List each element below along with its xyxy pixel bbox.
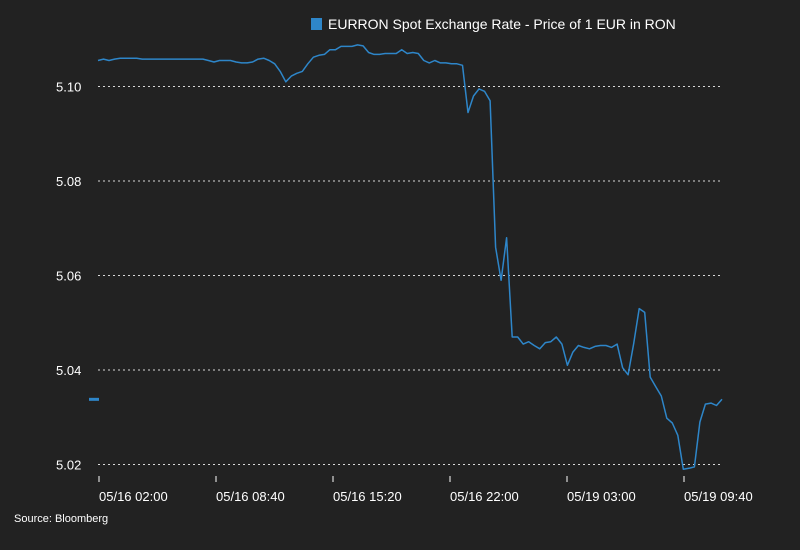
y-tick-label: 5.08: [56, 174, 81, 189]
y-tick-label: 5.04: [56, 363, 81, 378]
legend-swatch: [311, 18, 322, 30]
x-tick-label: 05/16 02:00: [99, 489, 168, 504]
x-tick-label: 05/16 08:40: [216, 489, 285, 504]
legend: EURRON Spot Exchange Rate - Price of 1 E…: [311, 16, 676, 32]
x-tick-label: 05/16 15:20: [333, 489, 402, 504]
legend-label: EURRON Spot Exchange Rate - Price of 1 E…: [328, 16, 676, 32]
x-tick-label: 05/16 22:00: [450, 489, 519, 504]
series-line: [97, 44, 723, 471]
y-tick-label: 5.06: [56, 269, 81, 284]
x-tick-label: 05/19 09:40: [684, 489, 753, 504]
gridlines: [98, 86, 722, 466]
x-tick-label: 05/19 03:00: [567, 489, 636, 504]
y-tick-label: 5.10: [56, 80, 81, 95]
x-axis: 05/16 02:00 05/16 08:40 05/16 15:20 05/16 2…: [98, 476, 753, 504]
series-layer: [89, 44, 723, 471]
y-axis: 5.02 5.04 5.06 5.08 5.10: [56, 80, 81, 473]
y-tick-label: 5.02: [56, 458, 81, 473]
source-note: Source: Bloomberg: [14, 513, 108, 525]
